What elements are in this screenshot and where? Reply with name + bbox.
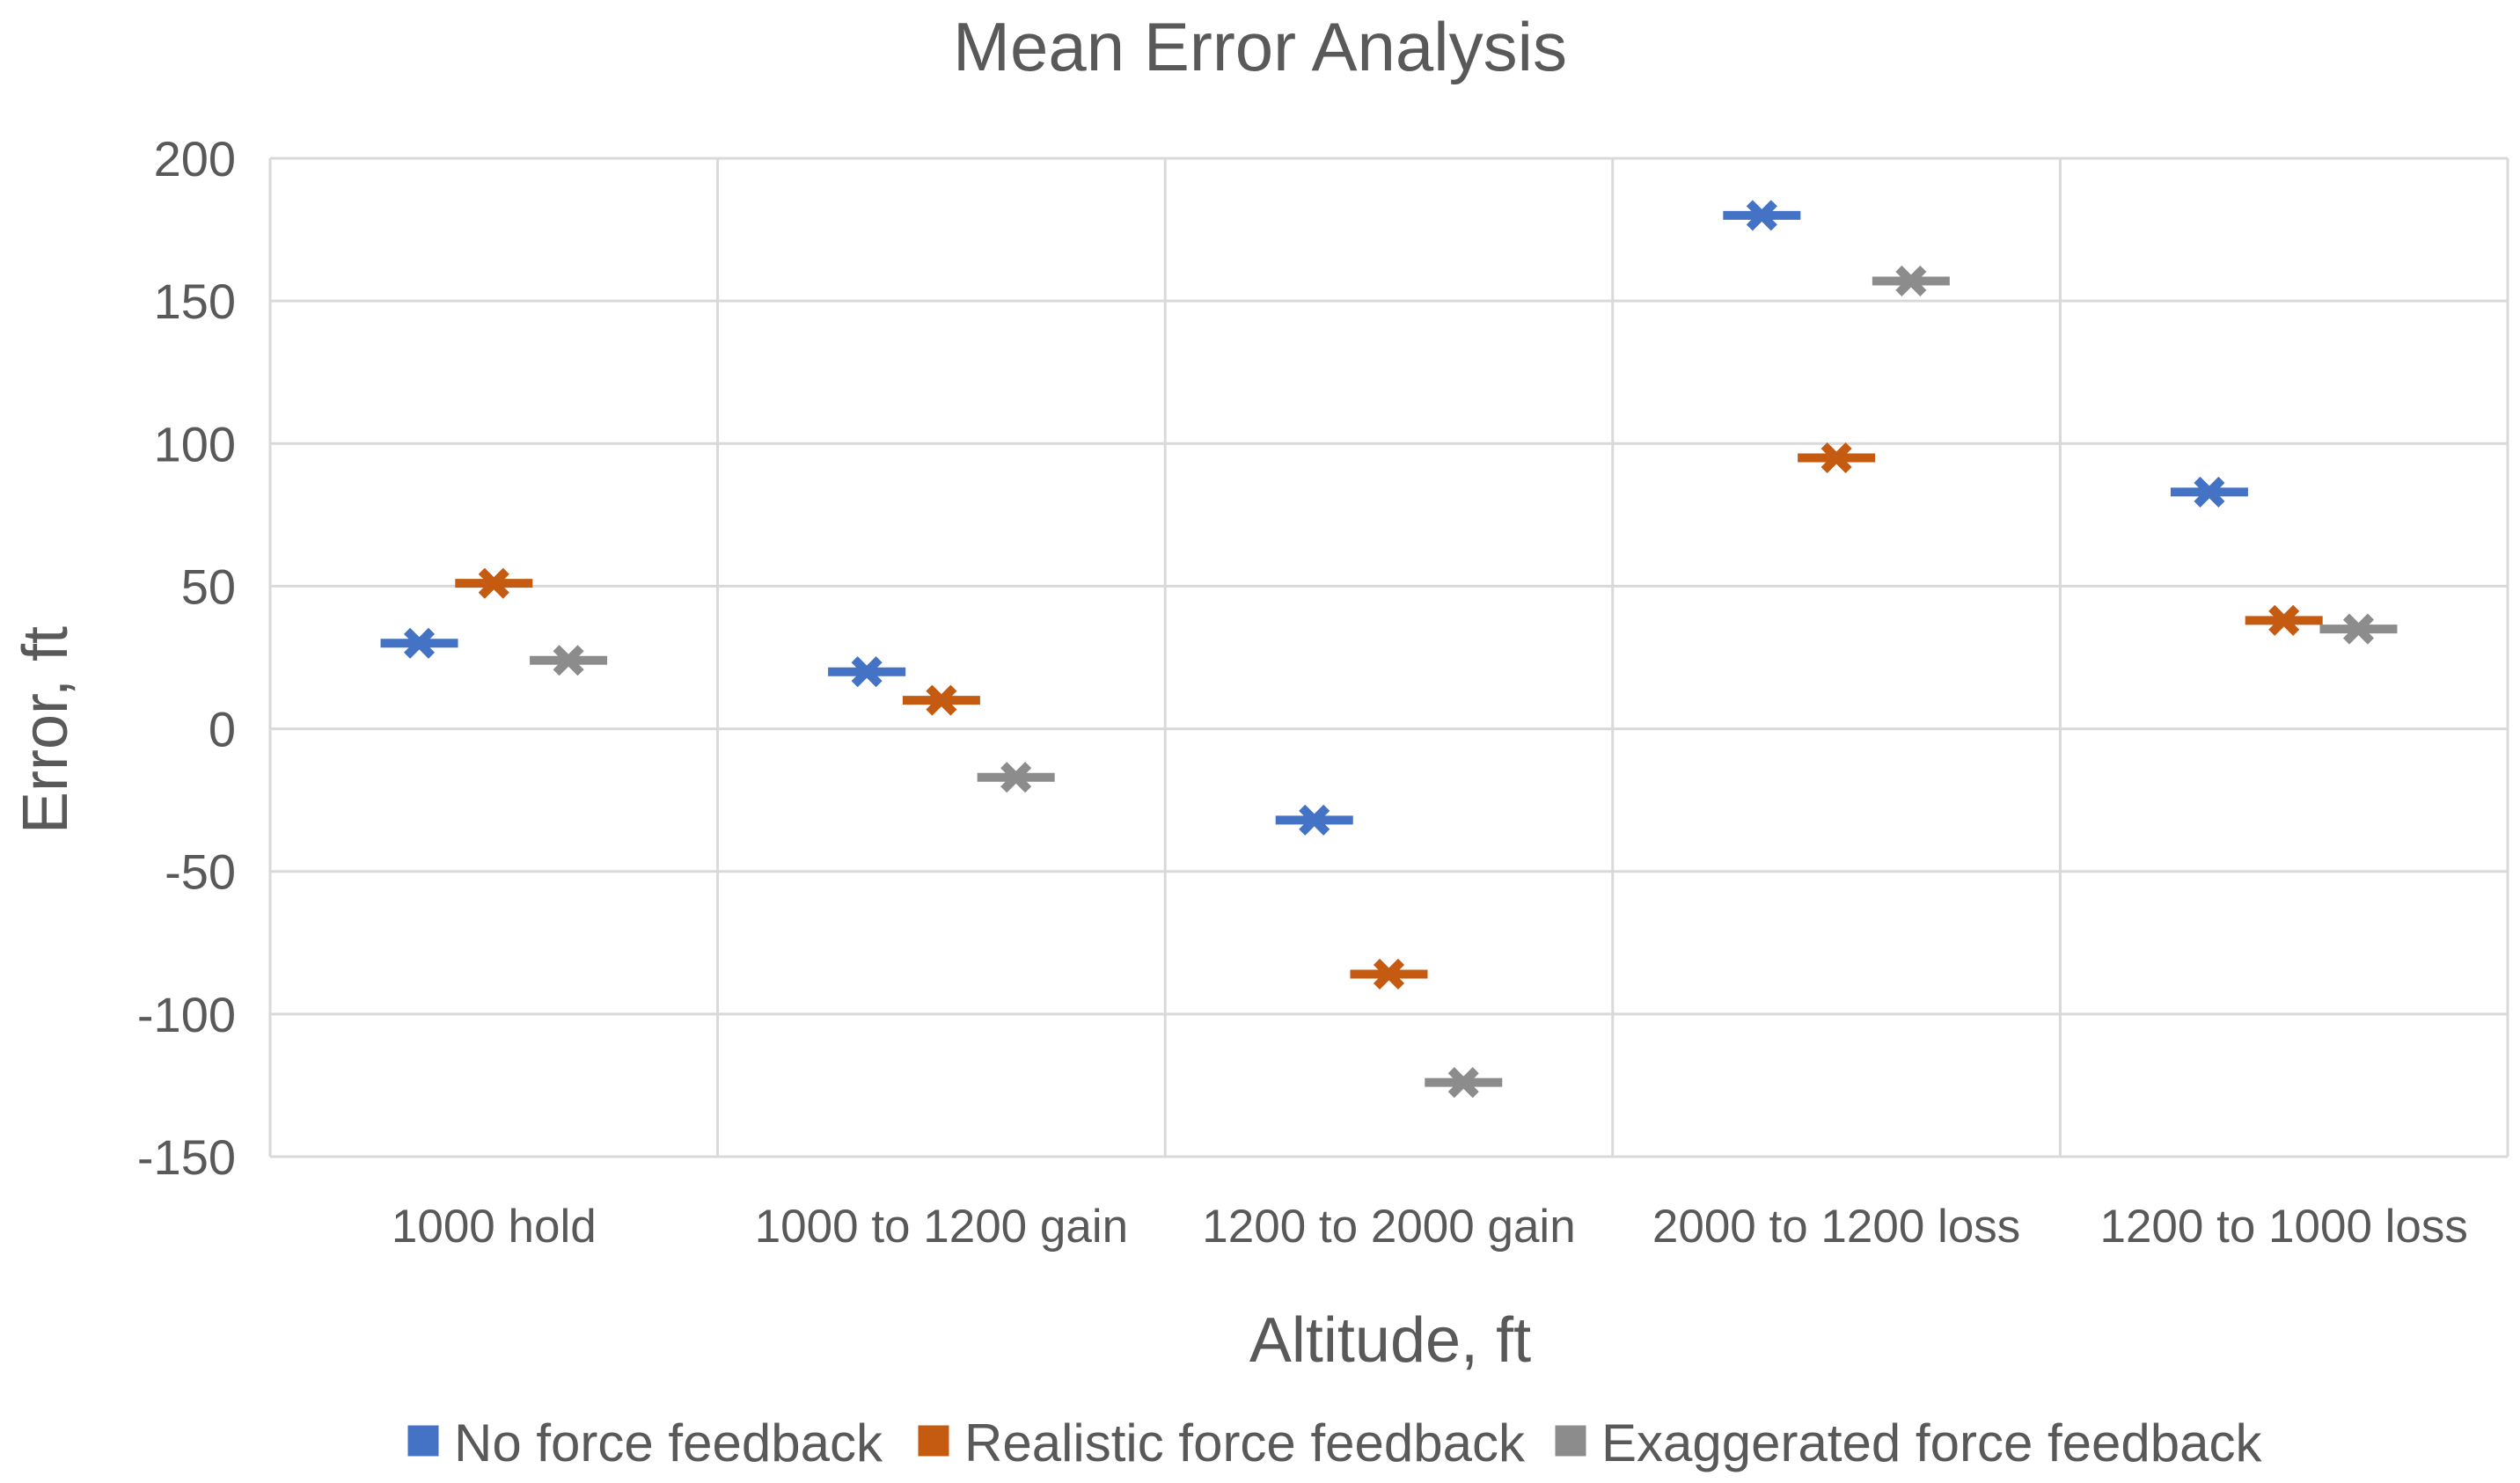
legend-label: No force feedback xyxy=(454,1414,883,1472)
data-marker xyxy=(2245,604,2323,636)
y-tick-label: 50 xyxy=(181,559,236,614)
x-tick-label: 1200 to 2000 gain xyxy=(1202,1201,1575,1253)
x-axis-ticks: 1000 hold 1000 to 1200 gain 1200 to 2000 g… xyxy=(392,1201,2468,1253)
data-marker xyxy=(1798,442,1876,474)
data-marker xyxy=(902,684,980,716)
y-axis-label: Error, ft xyxy=(11,626,81,834)
data-marker xyxy=(530,645,608,676)
data-marker xyxy=(2170,476,2248,508)
legend-swatch xyxy=(405,1422,442,1459)
x-tick-label: 1000 hold xyxy=(392,1201,597,1253)
legend-label: Exaggerated force feedback xyxy=(1601,1414,2262,1472)
y-tick-label: 150 xyxy=(154,274,236,329)
data-markers xyxy=(380,200,2398,1099)
x-tick-label: 2000 to 1200 loss xyxy=(1652,1201,2020,1253)
legend: No force feedback Realistic force feedbac… xyxy=(405,1414,2262,1472)
legend-swatch xyxy=(1552,1422,1589,1459)
y-tick-label: 100 xyxy=(154,416,236,471)
x-tick-label: 1000 to 1200 gain xyxy=(755,1201,1128,1253)
data-marker xyxy=(380,627,458,659)
gridlines xyxy=(268,157,2509,1158)
chart-title: Mean Error Analysis xyxy=(953,8,1567,85)
data-marker xyxy=(1275,804,1353,836)
y-axis-ticks: 200 150 100 50 0 -50 -100 -150 xyxy=(137,131,236,1185)
data-marker xyxy=(2319,613,2398,645)
y-tick-label: -50 xyxy=(165,844,236,900)
data-marker xyxy=(828,656,906,688)
x-axis-label: Altitude, ft xyxy=(1249,1305,1531,1376)
y-tick-label: -150 xyxy=(137,1129,236,1185)
legend-item: No force feedback xyxy=(405,1414,883,1472)
data-marker xyxy=(1350,958,1428,990)
y-tick-label: 0 xyxy=(209,702,236,757)
y-tick-label: -100 xyxy=(137,987,236,1042)
data-marker xyxy=(1723,200,1801,231)
x-tick-label: 1200 to 1000 loss xyxy=(2099,1201,2467,1253)
data-marker xyxy=(977,762,1055,793)
legend-item: Realistic force feedback xyxy=(915,1414,1526,1472)
data-marker xyxy=(455,567,533,599)
legend-label: Realistic force feedback xyxy=(964,1414,1526,1472)
y-tick-label: 200 xyxy=(154,131,236,186)
data-marker xyxy=(1425,1067,1503,1099)
legend-swatch xyxy=(915,1422,952,1459)
data-marker xyxy=(1872,265,1950,296)
legend-item: Exaggerated force feedback xyxy=(1552,1414,2262,1472)
